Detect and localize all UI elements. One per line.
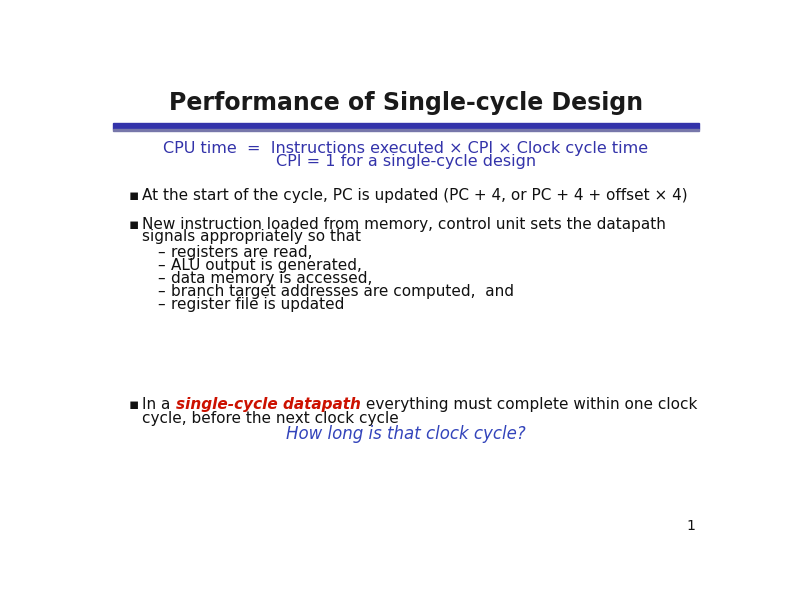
Text: everything must complete within one clock: everything must complete within one cloc… xyxy=(360,397,697,412)
Text: registers are read,: registers are read, xyxy=(171,245,313,259)
Text: branch target addresses are computed,  and: branch target addresses are computed, an… xyxy=(171,284,514,299)
Text: ALU output is generated,: ALU output is generated, xyxy=(171,258,362,273)
Text: signals appropriately so that: signals appropriately so that xyxy=(143,229,361,244)
Bar xyxy=(113,124,699,129)
Text: –: – xyxy=(157,258,165,273)
Bar xyxy=(113,129,699,131)
Text: ▪: ▪ xyxy=(128,217,139,232)
Text: single-cycle datapath: single-cycle datapath xyxy=(176,397,360,412)
Text: register file is updated: register file is updated xyxy=(171,297,345,312)
Text: –: – xyxy=(157,297,165,312)
Text: At the start of the cycle, PC is updated (PC + 4, or PC + 4 + offset × 4): At the start of the cycle, PC is updated… xyxy=(143,188,688,203)
Text: data memory is accessed,: data memory is accessed, xyxy=(171,271,372,286)
Text: In a: In a xyxy=(143,397,176,412)
Text: CPI = 1 for a single-cycle design: CPI = 1 for a single-cycle design xyxy=(276,154,536,170)
Text: –: – xyxy=(157,284,165,299)
Text: –: – xyxy=(157,245,165,259)
Text: 1: 1 xyxy=(687,519,695,533)
Text: cycle, before the next clock cycle: cycle, before the next clock cycle xyxy=(143,411,399,426)
Text: How long is that clock cycle?: How long is that clock cycle? xyxy=(286,425,526,443)
Text: ▪: ▪ xyxy=(128,188,139,203)
Text: Performance of Single-cycle Design: Performance of Single-cycle Design xyxy=(169,91,643,114)
Text: –: – xyxy=(157,271,165,286)
Text: New instruction loaded from memory, control unit sets the datapath: New instruction loaded from memory, cont… xyxy=(143,217,666,232)
Text: CPU time  =  Instructions executed × CPI × Clock cycle time: CPU time = Instructions executed × CPI ×… xyxy=(163,141,649,155)
Text: ▪: ▪ xyxy=(128,397,139,412)
